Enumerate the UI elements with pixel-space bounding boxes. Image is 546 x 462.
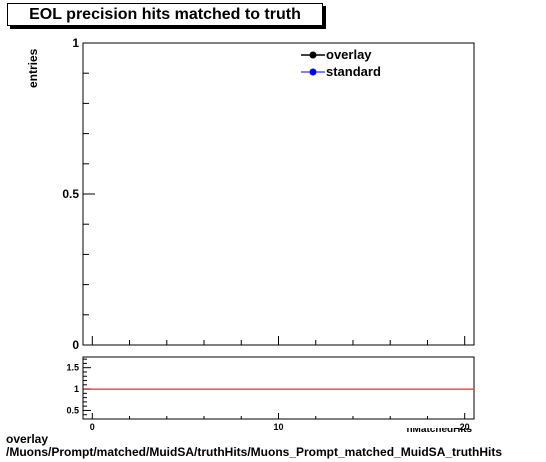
chart-title: EOL precision hits matched to truth xyxy=(29,6,301,23)
y-axis-label: entries xyxy=(26,48,40,88)
main-plot-frame xyxy=(82,42,475,346)
chart-title-box: EOL precision hits matched to truth xyxy=(7,3,323,26)
ratio-x-tick-label: 0 xyxy=(90,422,95,432)
legend-marker-standard xyxy=(309,68,317,76)
ratio-y-tick-label: 1 xyxy=(74,384,79,394)
main-y-tick-label: 0 xyxy=(72,338,79,352)
ratio-plot-frame xyxy=(82,356,475,420)
legend-entry-standard: standard xyxy=(301,64,381,79)
footer-path: /Muons/Prompt/matched/MuidSA/truthHits/M… xyxy=(6,445,503,459)
ratio-y-axis: 0.5 1 1.5 xyxy=(66,358,91,415)
ratio-y-tick-label: 0.5 xyxy=(66,405,79,415)
ratio-x-axis-label: nMatchedHits xyxy=(406,424,472,435)
ratio-x-axis: 0 10 20 xyxy=(90,413,470,432)
ratio-x-tick-label: 20 xyxy=(460,422,470,432)
main-y-tick-label: 0.5 xyxy=(62,187,79,201)
ratio-y-tick-label: 1.5 xyxy=(66,363,79,373)
footer-label: overlay xyxy=(6,432,49,446)
ratio-x-tick-label: 10 xyxy=(273,422,283,432)
legend-marker-overlay xyxy=(309,51,317,59)
legend: overlay standard xyxy=(301,47,381,79)
main-y-axis: 00.51 xyxy=(62,36,95,352)
legend-label-overlay: overlay xyxy=(326,47,372,62)
main-x-axis xyxy=(91,336,466,345)
main-y-tick-label: 1 xyxy=(72,36,79,50)
legend-entry-overlay: overlay xyxy=(301,47,372,62)
legend-label-standard: standard xyxy=(326,64,381,79)
